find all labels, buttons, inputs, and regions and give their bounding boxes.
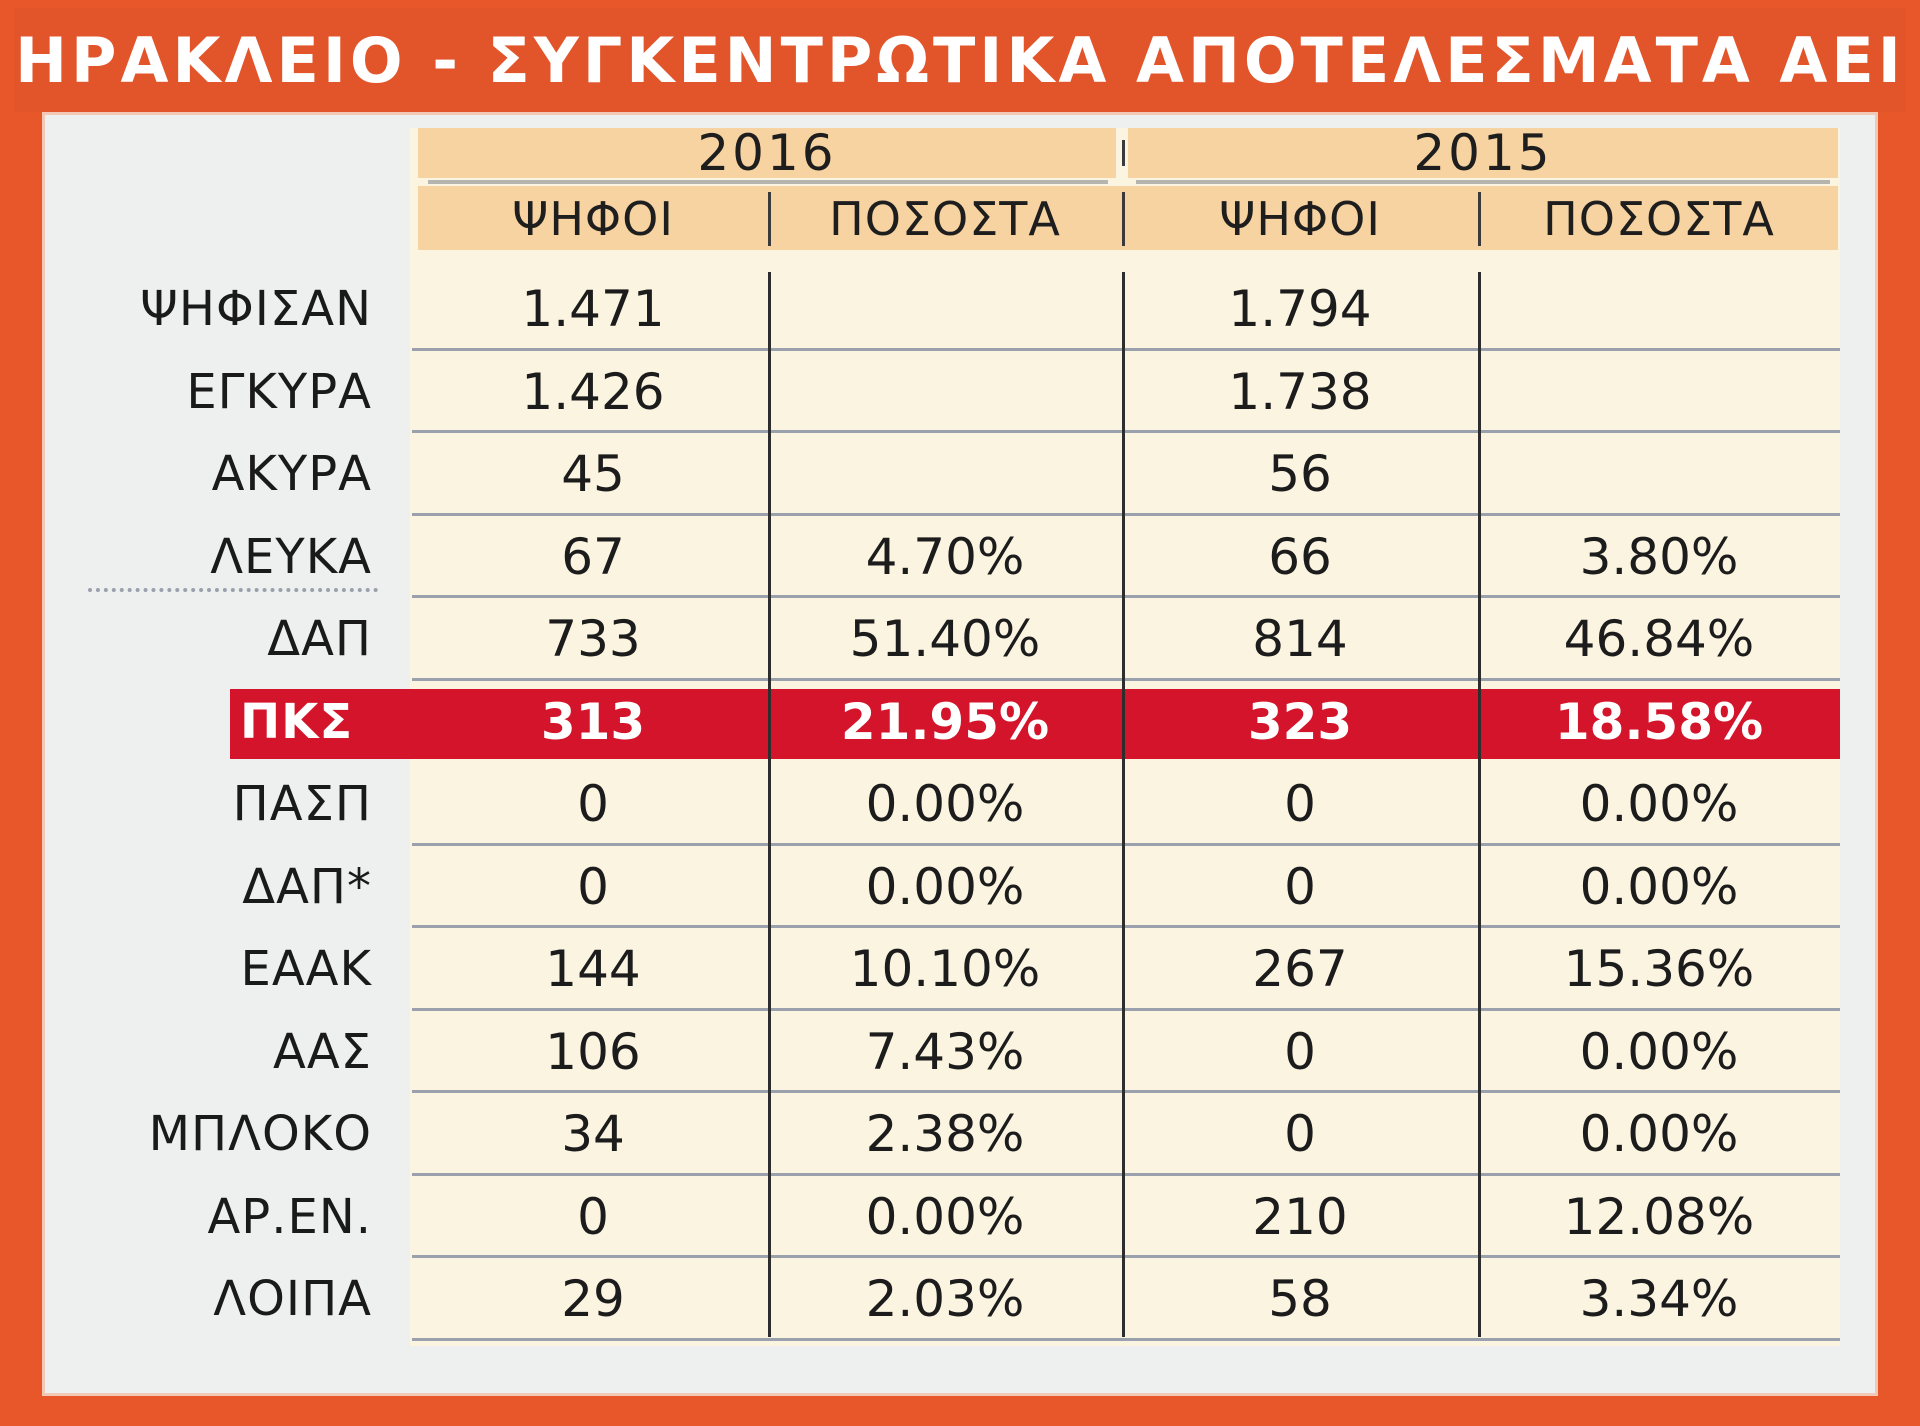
subheader-band <box>418 186 1838 250</box>
table-cell-votes_2015: 1.794 <box>1228 280 1372 338</box>
row-rule <box>412 842 1840 846</box>
table-cell-votes_2015: 0 <box>1284 857 1316 916</box>
highlighted-row-bar <box>230 688 1840 759</box>
column-header-votes-2: ΨΗΦΟΙ <box>1219 192 1381 246</box>
row-label: ΜΠΛΟΚΟ <box>148 1106 372 1162</box>
column-header-percent-1: ΠΟΣΟΣΤΑ <box>829 192 1061 246</box>
table-cell-pct_2016: 2.03% <box>865 1270 1025 1328</box>
table-cell-votes_2016: 45 <box>561 445 625 503</box>
table-cell-pct_2015: 12.08% <box>1563 1187 1755 1246</box>
row-label: ΛΕΥΚΑ <box>210 528 372 585</box>
table-cell-pct_2015: 18.58% <box>1554 692 1764 751</box>
year-header-band-2016 <box>418 128 1116 178</box>
row-rule <box>412 925 1840 928</box>
row-rule <box>412 595 1840 598</box>
column-header-votes-0: ΨΗΦΟΙ <box>512 192 674 246</box>
row-label: ΨΗΦΙΣΑΝ <box>140 281 372 337</box>
header-col-separator <box>768 192 771 246</box>
table-cell-pct_2015: 0.00% <box>1579 775 1739 833</box>
row-label: ΔΑΠ* <box>242 858 372 915</box>
table-cell-pct_2016: 21.95% <box>840 692 1050 751</box>
table-cell-votes_2016: 29 <box>561 1270 625 1328</box>
row-label: ΕΑΑΚ <box>240 941 372 997</box>
table-cell-votes_2016: 0 <box>577 1187 609 1246</box>
column-header-percent-3: ΠΟΣΟΣΤΑ <box>1543 192 1775 246</box>
table-cell-votes_2015: 267 <box>1252 940 1348 998</box>
table-cell-pct_2015: 0.00% <box>1579 1105 1739 1163</box>
table-cell-votes_2016: 0 <box>577 775 609 833</box>
table-cell-votes_2015: 66 <box>1268 527 1332 586</box>
table-cell-votes_2015: 1.738 <box>1228 362 1372 421</box>
table-cell-pct_2016: 0.00% <box>865 1187 1025 1246</box>
table-cell-votes_2016: 67 <box>561 527 625 586</box>
row-label: ΑΑΣ <box>273 1023 372 1080</box>
table-cell-pct_2016: 10.10% <box>849 940 1041 998</box>
row-rule <box>412 347 1840 351</box>
table-cell-votes_2015: 814 <box>1252 610 1348 668</box>
row-label: ΛΟΙΠΑ <box>213 1271 372 1327</box>
table-cell-pct_2016: 7.43% <box>865 1022 1025 1081</box>
row-rule <box>412 1255 1840 1258</box>
chart-title: ΗΡΑΚΛΕΙΟ - ΣΥΓΚΕΝΤΡΩΤΙΚΑ ΑΠΟΤΕΛΕΣΜΑΤΑ ΑΕ… <box>15 23 1905 97</box>
table-cell-pct_2015: 3.80% <box>1579 527 1739 586</box>
table-cell-votes_2016: 1.426 <box>521 362 665 421</box>
row-label: ΑΚΥΡΑ <box>211 446 372 502</box>
row-label: ΑΡ.ΕΝ. <box>207 1188 372 1245</box>
table-cell-votes_2015: 0 <box>1284 1022 1316 1081</box>
header-col-separator <box>1122 192 1125 246</box>
column-separator <box>768 272 771 1337</box>
table-cell-pct_2015: 0.00% <box>1579 1022 1739 1081</box>
table-cell-pct_2016: 0.00% <box>865 775 1025 833</box>
table-cell-votes_2016: 144 <box>545 940 641 998</box>
title-bar: ΗΡΑΚΛΕΙΟ - ΣΥΓΚΕΝΤΡΩΤΙΚΑ ΑΠΟΤΕΛΕΣΜΑΤΑ ΑΕ… <box>14 8 1906 112</box>
column-separator <box>1122 272 1125 1337</box>
row-rule <box>412 1090 1840 1093</box>
table-cell-pct_2015: 3.34% <box>1579 1270 1739 1328</box>
table-cell-votes_2016: 34 <box>561 1105 625 1163</box>
year-header-2016: 2016 <box>697 124 837 182</box>
row-rule <box>412 512 1840 516</box>
table-cell-votes_2016: 106 <box>545 1022 641 1081</box>
row-rule <box>412 430 1840 433</box>
table-cell-votes_2015: 0 <box>1284 775 1316 833</box>
table-cell-pct_2015: 46.84% <box>1563 610 1755 668</box>
table-cell-votes_2016: 1.471 <box>521 280 665 338</box>
row-rule <box>412 677 1840 681</box>
table-cell-votes_2016: 733 <box>545 610 641 668</box>
table-cell-pct_2016: 4.70% <box>865 527 1025 586</box>
row-rule <box>412 1007 1840 1011</box>
header-divider-2015 <box>1136 180 1830 184</box>
row-rule <box>412 1337 1840 1341</box>
label-dotted-separator <box>88 588 378 592</box>
table-cell-votes_2015: 0 <box>1284 1105 1316 1163</box>
table-cell-votes_2015: 56 <box>1268 445 1332 503</box>
column-separator <box>1478 272 1481 1337</box>
table-cell-votes_2015: 323 <box>1247 692 1353 751</box>
table-cell-pct_2015: 15.36% <box>1563 940 1755 998</box>
row-label: ΕΓΚΥΡΑ <box>186 363 372 420</box>
table-cell-pct_2016: 0.00% <box>865 857 1025 916</box>
year-header-band-2015 <box>1128 128 1838 178</box>
table-cell-pct_2016: 51.40% <box>849 610 1041 668</box>
row-rule <box>412 1172 1840 1176</box>
header-col-separator <box>1478 192 1481 246</box>
table-cell-votes_2016: 313 <box>540 692 646 751</box>
table-cell-pct_2016: 2.38% <box>865 1105 1025 1163</box>
year-header-2015: 2015 <box>1413 124 1553 182</box>
year-separator-tick <box>1122 140 1125 166</box>
table-cell-votes_2015: 58 <box>1268 1270 1332 1328</box>
table-cell-votes_2016: 0 <box>577 857 609 916</box>
header-divider-2016 <box>428 180 1108 184</box>
table-cell-pct_2015: 0.00% <box>1579 857 1739 916</box>
table-cell-votes_2015: 210 <box>1252 1187 1348 1246</box>
row-label: ΔΑΠ <box>267 611 372 667</box>
row-label: ΠΑΣΠ <box>232 776 372 832</box>
row-label: ΠΚΣ <box>240 693 354 750</box>
